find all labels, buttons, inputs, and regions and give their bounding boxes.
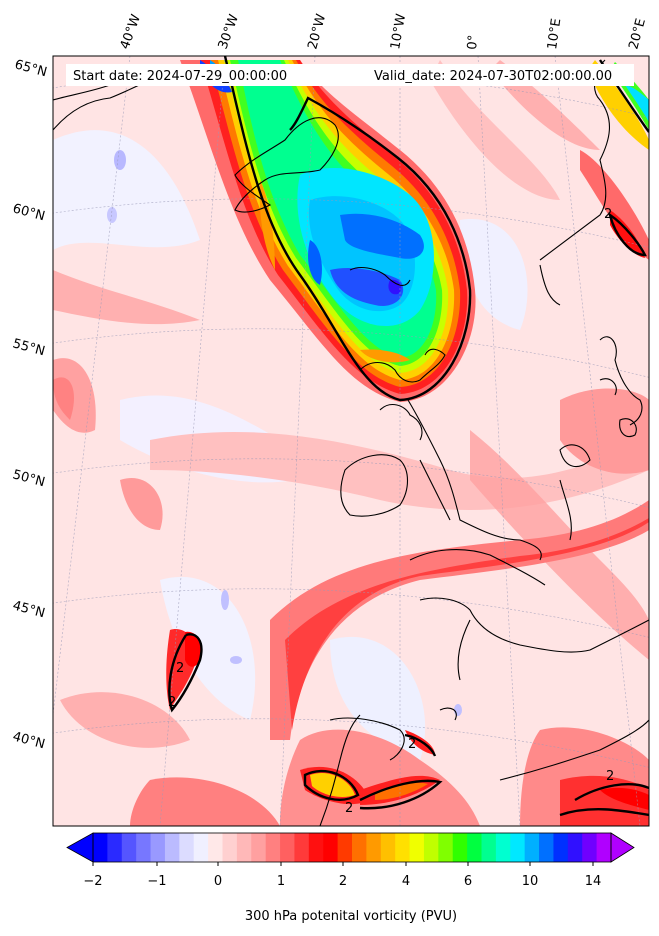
- colorbar-swatch: [222, 833, 238, 862]
- contour-label: 2: [606, 769, 614, 784]
- colorbar-tick: 10: [522, 874, 539, 889]
- pv-2-contour: [168, 56, 649, 817]
- start-date: Start date: 2024-07-29_00:00:00: [73, 69, 287, 84]
- colorbar-swatch: [553, 833, 569, 862]
- coastlines: [53, 59, 649, 826]
- colorbar-swatch: [323, 833, 339, 862]
- lat-label: 40°N: [11, 729, 47, 752]
- colorbar-swatch: [467, 833, 482, 862]
- pv-field: 2 2 2 2 2 2: [53, 56, 649, 826]
- colorbar-swatch: [193, 833, 209, 862]
- contour-label: 2: [408, 737, 416, 752]
- colorbar-extend-max: [610, 832, 635, 863]
- lat-label: 50°N: [11, 467, 47, 490]
- colorbar-swatch: [395, 833, 411, 862]
- valid-date: Valid_date: 2024-07-30T02:00:00.00: [374, 69, 612, 84]
- colorbar-swatch: [337, 833, 353, 862]
- lon-label: 40°W: [118, 12, 144, 51]
- colorbar-swatch: [423, 833, 439, 862]
- colorbar-swatch: [582, 833, 598, 862]
- colorbar-tick: 14: [585, 874, 602, 889]
- colorbar-extend-min: [66, 832, 94, 863]
- colorbar-tick: 0: [214, 874, 222, 889]
- colorbar-swatch: [352, 833, 367, 862]
- colorbar-swatch: [280, 833, 295, 862]
- contour-label: 2: [345, 801, 353, 816]
- colorbar-swatch: [164, 833, 180, 862]
- colorbar-tick: 2: [339, 874, 347, 889]
- colorbar-swatch: [524, 833, 540, 862]
- colorbar-label: 300 hPa potenital vorticity (PVU): [245, 909, 457, 924]
- colorbar-swatch: [294, 833, 310, 862]
- pv-streamer: [180, 60, 476, 402]
- colorbar-swatch: [539, 833, 554, 862]
- lon-label: 20°W: [305, 12, 329, 51]
- lat-label: 65°N: [13, 57, 49, 80]
- lat-label: 45°N: [11, 598, 47, 621]
- colorbar-swatch: [251, 833, 267, 862]
- colorbar-tick: 4: [402, 874, 410, 889]
- colorbar-swatch: [107, 833, 123, 862]
- colorbar-swatch: [438, 833, 454, 862]
- colorbar-swatch: [567, 833, 583, 862]
- lon-label: 10°E: [545, 18, 564, 51]
- colorbar-tick: −1: [147, 874, 166, 889]
- colorbar-swatch: [380, 833, 396, 862]
- colorbar-swatch: [366, 833, 382, 862]
- lon-label: 20°E: [626, 17, 649, 51]
- colorbar-swatch: [121, 833, 137, 862]
- contour-label: 2: [176, 661, 184, 676]
- colorbar: [66, 832, 635, 866]
- colorbar-swatch: [150, 833, 166, 862]
- colorbar-ticks: −2 −1 0 1 2 4 6 10 14: [83, 874, 601, 889]
- colorbar-swatch: [308, 833, 324, 862]
- colorbar-tick: 1: [277, 874, 285, 889]
- colorbar-swatch: [236, 833, 252, 862]
- colorbar-swatch: [510, 833, 526, 862]
- contour-label: 2: [604, 207, 612, 222]
- colorbar-swatch: [179, 833, 195, 862]
- contour-label: 2: [168, 695, 176, 710]
- colorbar-swatch: [481, 833, 497, 862]
- lon-label: 0°: [465, 34, 481, 50]
- lat-label: 55°N: [11, 336, 47, 359]
- colorbar-tick: −2: [83, 874, 102, 889]
- lat-label: 60°N: [11, 201, 47, 224]
- lon-label: 10°W: [388, 13, 409, 51]
- colorbar-swatch: [409, 833, 425, 862]
- colorbar-swatch: [93, 833, 108, 862]
- colorbar-swatch: [136, 833, 152, 862]
- header-box: [66, 64, 634, 86]
- colorbar-swatch: [596, 833, 612, 862]
- colorbar-frame: [92, 832, 612, 863]
- colorbar-swatch: [495, 833, 511, 862]
- colorbar-swatch: [208, 833, 223, 862]
- lon-label: 30°W: [216, 12, 242, 51]
- colorbar-swatch: [452, 833, 468, 862]
- colorbar-swatch: [265, 833, 281, 862]
- colorbar-tick: 6: [464, 874, 472, 889]
- map-border: [52, 55, 650, 827]
